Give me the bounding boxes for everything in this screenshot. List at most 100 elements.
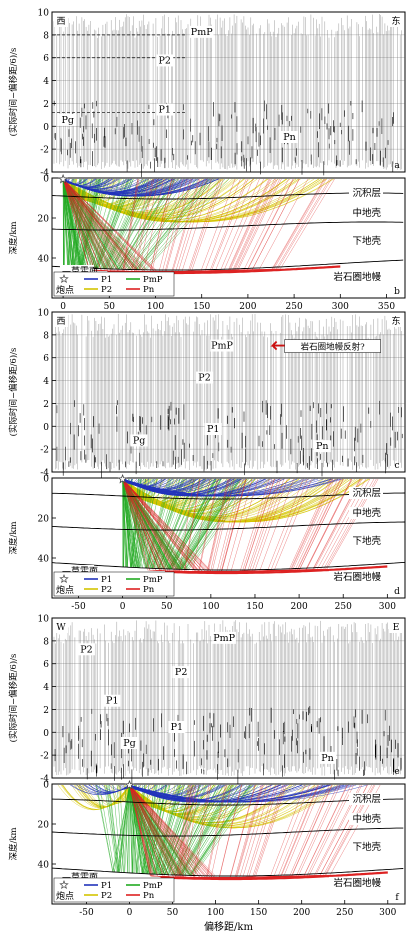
label-bg [59,113,77,126]
layer-label-2: 下地壳 [349,840,383,853]
phase-label-p2: P2 [77,643,95,656]
x-tick-label: 150 [250,908,267,918]
legend-star-icon [59,880,69,890]
phase-label-pmp: PmP [212,631,236,644]
label-bg [349,813,383,826]
legend-frame [53,877,175,903]
phase-label-p2: P2 [172,666,190,679]
seismic-traces [53,620,402,776]
interface-mid [51,827,404,837]
label-bg [77,643,95,656]
phase-label-p1: P1 [204,423,222,435]
y-tick-label: 0 [43,175,49,185]
legend-label-pn: Pn [143,285,155,295]
interface-moho [51,561,406,571]
panel-letter: d [394,587,400,597]
ray-family-p1 [62,178,220,197]
label-bg [349,207,383,220]
panel-letter: a [394,161,400,171]
direction-left-text: 西 [56,16,65,27]
x-tick-label: 50 [104,302,116,312]
layer-label-text: 中地壳 [352,813,381,825]
label-bg [389,314,403,327]
y-tick-label: 4 [43,683,49,693]
legend: 炮点 P1 PmP P2 Pn [53,877,175,903]
layer-label-0: 沉积层 [349,187,383,199]
y-tick-label: 8 [43,31,49,41]
label-bg [103,694,121,707]
phase-label-text: P1 [171,722,183,733]
layer-label-text: 岩石圈地幔 [333,571,381,583]
y-tick-label: -4 [40,469,49,479]
seismic-panel-e: -4 -2 0 2 4 6 8 10 (实际时间−偏移距/6)/s W E P2 PmP P2 P1 P1 Pg… [8,615,406,785]
layer-label-1: 中地壳 [349,207,383,220]
phase-label-text: P2 [80,644,92,655]
label-bg [54,14,68,27]
label-bg [319,751,337,764]
x-tick-label: -50 [71,602,86,612]
x-tick-label: 250 [335,602,352,612]
layer-label-text: 下地壳 [352,841,381,853]
seismic-amplitudes [54,706,402,785]
layer-label-3: 岩石圈地幔 [329,570,383,583]
label-bg [329,876,383,889]
x-tick-label: 250 [286,302,303,312]
label-bg [156,54,174,67]
annotation-text: 岩石圈地幔反射? [301,342,366,353]
legend-label-p2: P2 [101,891,112,901]
y-tick-label: 4 [43,377,49,387]
legend-label-pmp: PmP [143,881,163,891]
legend-frame [53,571,175,597]
layer-label-1: 中地壳 [349,507,383,520]
red-arrow-icon [270,340,285,351]
legend: 炮点 P1 PmP P2 Pn [53,571,175,597]
phase-label-text: P2 [175,667,187,678]
seismic-panel-a: -4 -2 0 2 4 6 8 10 (实际时间−偏移距/6)/s 西 东 PmP P2 P1 Pg Pn a [8,9,406,179]
raypath-panel-f: -50 0 50 100 150 200 250 300 0 20 40 深度/km 沉积层中地壳下地壳… [8,779,406,933]
legend-frame [53,271,175,297]
y-tick-label: 0 [43,123,49,133]
direction-left-text: W [56,623,66,633]
legend: 炮点 P1 PmP P2 Pn [53,271,175,297]
phase-label-p1: P1 [103,694,121,707]
direction-left-label: 西 [54,14,68,27]
raypath-panel-b: 0 50 100 150 200 250 300 350 0 20 40 深度/km 沉积层中地壳下地壳… [8,173,406,312]
x-tick-label: 0 [60,302,66,312]
label-bg [189,25,214,38]
y-tick-label: -4 [40,169,49,179]
label-bg [349,534,383,547]
label-bg [210,339,234,352]
label-bg [349,234,383,247]
seismic-amplitudes [56,400,403,478]
phase-label-pn: Pn [313,440,331,453]
y-tick-label: -2 [40,446,49,456]
y-tick-label: -2 [40,146,49,156]
phase-label-text: Pg [61,115,73,126]
layer-label-2: 下地壳 [349,234,383,247]
phase-label-pmp: PmP [189,25,214,38]
legend-label-pn: Pn [143,891,155,901]
label-bg [349,487,383,499]
layer-label-text: 岩石圈地幔 [333,877,381,889]
phase-label-text: PmP [191,27,213,38]
mantle-reflection-annotation: 岩石圈地幔反射? [270,339,381,353]
x-tick-label: 50 [161,602,173,612]
direction-right-text: 东 [391,315,400,327]
label-bg [313,440,331,453]
interface-sed [51,798,404,806]
seismic-traces [53,14,402,170]
label-bg [130,434,148,447]
pn-headwave [160,871,388,881]
phase-label-p2: P2 [156,54,174,67]
phase-label-text: Pg [123,738,135,749]
layer-label-text: 下地壳 [352,535,381,547]
x-tick-label: -50 [79,908,94,918]
phase-label-p1: P1 [156,103,174,116]
x-tick-label: 300 [379,908,396,918]
phase-label-pn: Pn [319,751,337,764]
label-bg [349,507,383,520]
layer-label-3: 岩石圈地幔 [329,270,383,283]
layer-label-text: 中地壳 [352,207,381,219]
raypath-panel-d: -50 0 50 100 150 200 250 300 0 20 40 深度/km 沉积层中地壳下地壳… [8,473,406,612]
